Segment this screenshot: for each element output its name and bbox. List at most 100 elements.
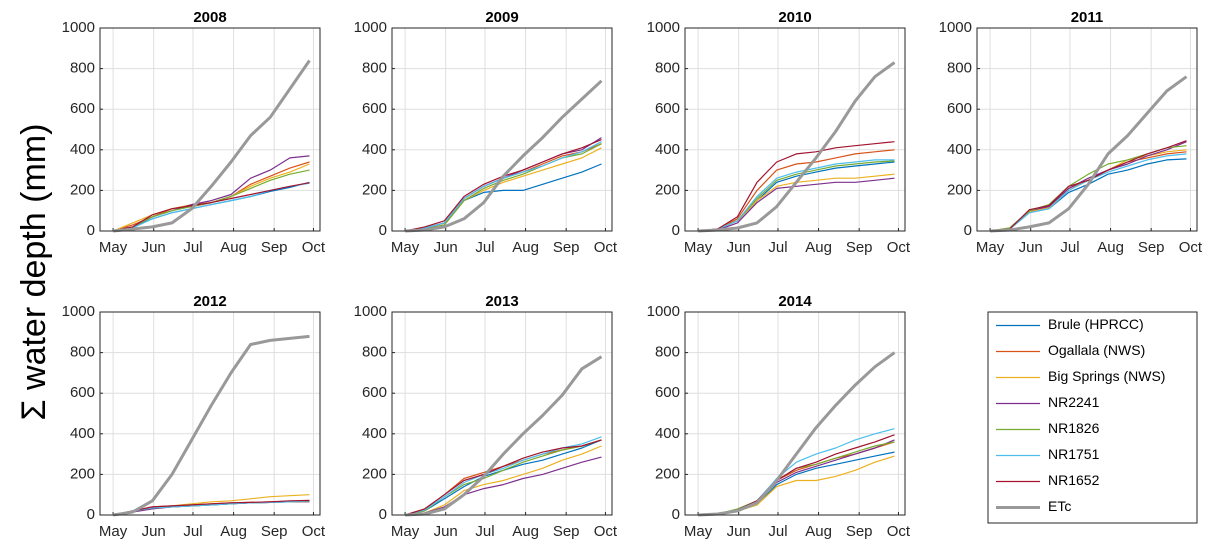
axes-box [684, 27, 906, 232]
x-tick-label: Oct [302, 239, 326, 256]
data-line [990, 140, 1187, 232]
data-line [405, 355, 603, 517]
x-tick-label: Oct [302, 523, 326, 540]
legend-box [987, 311, 1198, 524]
x-tick-label: Jul [183, 523, 202, 540]
y-tick-label: 600 [655, 384, 680, 401]
x-tick-label: Sep [553, 523, 580, 540]
legend-label: Brule (HPRCC) [1048, 316, 1144, 332]
x-tick-label: May [684, 239, 713, 256]
y-tick-label: 400 [362, 425, 387, 442]
y-tick-label: 600 [70, 384, 95, 401]
y-tick-label: 600 [362, 384, 387, 401]
x-tick-label: Jul [768, 239, 787, 256]
legend-label: NR1751 [1048, 446, 1100, 462]
y-tick-label: 0 [379, 506, 387, 523]
plot-area [685, 312, 905, 515]
data-line [112, 182, 310, 232]
chart-title: 2008 [193, 9, 226, 26]
y-tick-label: 0 [672, 222, 680, 239]
y-tick-label: 200 [70, 181, 95, 198]
x-tick-label: Jun [727, 239, 751, 256]
y-tick-label: 200 [655, 465, 680, 482]
data-line [404, 436, 602, 516]
data-line [990, 75, 1188, 233]
x-tick-label: Jul [1060, 239, 1079, 256]
x-tick-label: Sep [846, 239, 873, 256]
chart-title: 2011 [1071, 9, 1104, 26]
y-tick-label: 600 [362, 100, 387, 117]
chart-title: 2009 [485, 9, 518, 26]
y-tick-label: 0 [87, 506, 95, 523]
y-tick-label: 800 [947, 60, 972, 77]
x-tick-label: Jul [768, 523, 787, 540]
x-tick-label: Sep [261, 239, 288, 256]
x-tick-label: Sep [846, 523, 873, 540]
y-tick-label: 400 [655, 141, 680, 158]
x-tick-label: May [391, 523, 420, 540]
x-tick-label: Aug [220, 239, 247, 256]
axes-box [976, 27, 1198, 232]
legend-label: NR2241 [1048, 394, 1100, 410]
data-line [112, 499, 310, 516]
data-line [698, 177, 895, 232]
y-tick-label: 1000 [647, 303, 680, 320]
x-tick-label: Sep [261, 523, 288, 540]
data-line [698, 61, 896, 233]
plot-area [685, 28, 905, 231]
data-line [112, 334, 310, 517]
y-tick-label: 200 [70, 465, 95, 482]
x-tick-label: Oct [887, 523, 911, 540]
x-tick-label: Jul [475, 239, 494, 256]
data-line [112, 500, 310, 516]
y-tick-label: 1000 [62, 19, 95, 36]
x-tick-label: Oct [594, 523, 618, 540]
y-tick-label: 800 [70, 344, 95, 361]
data-line [698, 351, 896, 517]
legend-label: Ogallala (NWS) [1048, 342, 1145, 358]
y-tick-label: 800 [655, 344, 680, 361]
y-tick-label: 200 [362, 181, 387, 198]
chart-title: 2013 [485, 293, 518, 310]
data-line [404, 439, 602, 516]
axes-box [391, 311, 613, 516]
x-tick-label: May [976, 239, 1005, 256]
y-tick-label: 800 [70, 60, 95, 77]
plot-area [392, 28, 612, 231]
x-tick-label: May [99, 239, 128, 256]
y-tick-label: 1000 [939, 19, 972, 36]
data-line [405, 445, 602, 516]
y-tick-label: 0 [964, 222, 972, 239]
data-line [112, 59, 311, 233]
y-axis-label: Σ water depth (mm) [15, 124, 53, 421]
data-line [405, 456, 602, 516]
data-line [698, 159, 895, 232]
y-tick-label: 600 [947, 100, 972, 117]
x-tick-label: Oct [594, 239, 618, 256]
y-tick-label: 600 [70, 100, 95, 117]
y-tick-label: 1000 [354, 303, 387, 320]
data-line [698, 149, 895, 232]
axes-box [99, 311, 321, 516]
y-tick-label: 800 [655, 60, 680, 77]
y-tick-label: 200 [655, 181, 680, 198]
plot-area [977, 28, 1197, 231]
legend-label: NR1826 [1048, 420, 1100, 436]
data-line [405, 143, 602, 232]
y-tick-label: 200 [947, 181, 972, 198]
data-line [698, 141, 895, 232]
y-tick-label: 600 [655, 100, 680, 117]
y-tick-label: 400 [362, 141, 387, 158]
y-tick-label: 400 [655, 425, 680, 442]
axes-box [391, 27, 613, 232]
x-tick-label: Sep [1138, 239, 1165, 256]
x-tick-label: Aug [512, 239, 539, 256]
x-tick-label: May [391, 239, 420, 256]
legend-label: ETc [1048, 498, 1071, 514]
x-tick-label: Aug [220, 523, 247, 540]
x-tick-label: May [99, 523, 128, 540]
x-tick-label: Aug [1097, 239, 1124, 256]
axes-box [99, 27, 321, 232]
y-tick-label: 0 [672, 506, 680, 523]
